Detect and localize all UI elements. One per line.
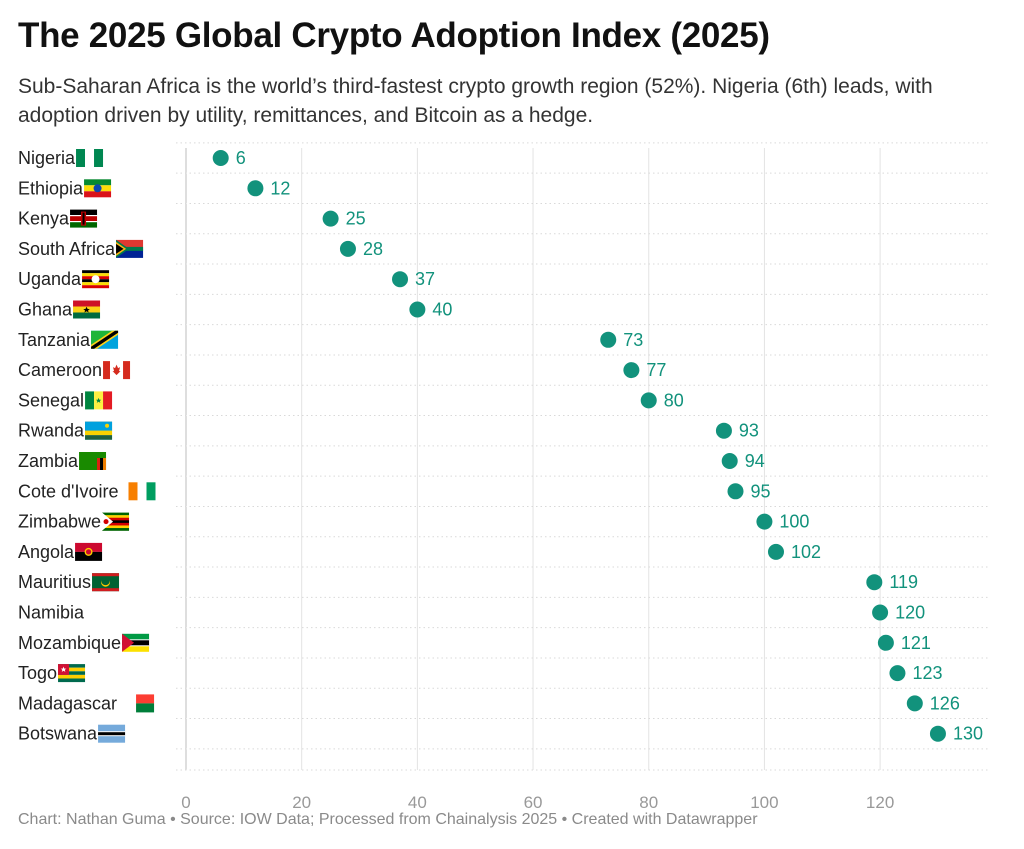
- chart-subtitle: Sub-Saharan Africa is the world’s third-…: [18, 75, 933, 127]
- country-label: Zimbabwe: [18, 512, 101, 532]
- ethiopia-flag-icon: [84, 179, 112, 198]
- data-point: [322, 210, 339, 227]
- country-label: Cameroon: [18, 360, 102, 380]
- data-label: 95: [750, 481, 770, 501]
- country-label: Tanzania: [18, 330, 91, 350]
- country-label: Togo: [18, 663, 57, 683]
- data-point: [715, 422, 732, 439]
- data-point: [640, 392, 657, 409]
- data-label: 6: [236, 148, 246, 168]
- chart-footer: Chart: Nathan Guma • Source: IOW Data; P…: [18, 811, 758, 828]
- madagascar-flag-icon: [127, 694, 155, 713]
- country-label: Botswana: [18, 724, 98, 744]
- data-label: 94: [745, 451, 765, 471]
- zambia-flag-icon: [79, 452, 107, 470]
- country-label: South Africa: [18, 239, 116, 259]
- ghana-flag-icon: [73, 300, 101, 319]
- nigeria-flag-icon: [76, 149, 104, 167]
- data-label: 126: [930, 693, 960, 713]
- data-label: 119: [889, 572, 918, 592]
- country-label: Madagascar: [18, 693, 117, 713]
- x-tick-label: 120: [866, 793, 894, 810]
- data-point: [866, 574, 883, 591]
- data-point: [872, 604, 889, 621]
- country-label: Uganda: [18, 269, 82, 289]
- data-label: 25: [346, 209, 366, 229]
- data-point: [889, 665, 906, 682]
- data-point: [339, 240, 356, 257]
- data-point: [877, 634, 894, 651]
- data-point: [247, 180, 264, 197]
- country-label: Zambia: [18, 451, 79, 471]
- x-tick-label: 40: [408, 793, 427, 810]
- canada-flag-icon: [103, 361, 131, 380]
- country-label: Namibia: [18, 603, 85, 623]
- angola-flag-icon: [75, 542, 103, 561]
- data-label: 73: [623, 330, 643, 350]
- senegal-flag-icon: [85, 391, 113, 410]
- x-tick-label: 80: [639, 793, 658, 810]
- country-label: Ethiopia: [18, 178, 84, 198]
- tanzania-flag-icon: [91, 330, 119, 349]
- data-label: 37: [415, 269, 435, 289]
- country-label: Nigeria: [18, 148, 76, 168]
- country-label: Angola: [18, 542, 75, 562]
- country-label: Senegal: [18, 390, 84, 410]
- data-label: 100: [779, 512, 809, 532]
- data-point: [721, 453, 738, 469]
- data-label: 102: [791, 542, 821, 562]
- data-label: 93: [739, 421, 759, 441]
- mozambique-flag-icon: [122, 633, 150, 652]
- x-tick-label: 60: [524, 793, 543, 810]
- country-label: Rwanda: [18, 421, 85, 441]
- data-label: 77: [646, 360, 666, 380]
- country-label: Cote d'Ivoire: [18, 481, 119, 501]
- zimbabwe-flag-icon: [102, 512, 130, 531]
- data-label: 120: [895, 603, 925, 623]
- data-point: [906, 695, 923, 712]
- data-label: 40: [432, 300, 452, 320]
- kenya-flag-icon: [70, 209, 98, 228]
- dot-chart: 0 20 40 60 80 100 120 Nigeria 6 Ethiopia 12 Kenya 25…: [18, 142, 990, 810]
- rwanda-flag-icon: [85, 421, 113, 440]
- data-point: [727, 483, 744, 500]
- data-point: [767, 543, 784, 560]
- cote-divoire-flag-icon: [128, 482, 156, 501]
- data-label: 121: [901, 633, 931, 653]
- data-point: [600, 331, 617, 348]
- south-africa-flag-icon: [116, 239, 144, 258]
- data-point: [756, 513, 773, 530]
- x-tick-label: 100: [750, 793, 778, 810]
- data-point: [929, 725, 946, 742]
- data-label: 130: [953, 724, 983, 744]
- data-label: 28: [363, 239, 383, 259]
- country-label: Mauritius: [18, 572, 91, 592]
- botswana-flag-icon: [98, 724, 126, 743]
- mauritania-flag-icon: [92, 573, 120, 592]
- x-tick-label: 20: [292, 793, 311, 810]
- country-label: Ghana: [18, 300, 73, 320]
- x-tick-label: 0: [181, 793, 190, 810]
- data-label: 80: [664, 390, 684, 410]
- data-label: 12: [270, 178, 290, 198]
- togo-flag-icon: [58, 664, 86, 683]
- country-label: Kenya: [18, 209, 70, 229]
- country-label: Mozambique: [18, 633, 121, 653]
- data-point: [392, 271, 409, 288]
- data-point: [623, 362, 640, 379]
- data-point: [212, 150, 229, 166]
- uganda-flag-icon: [82, 270, 110, 289]
- data-point: [409, 301, 426, 318]
- chart-title: The 2025 Global Crypto Adoption Index (2…: [18, 16, 770, 55]
- data-label: 123: [912, 663, 942, 683]
